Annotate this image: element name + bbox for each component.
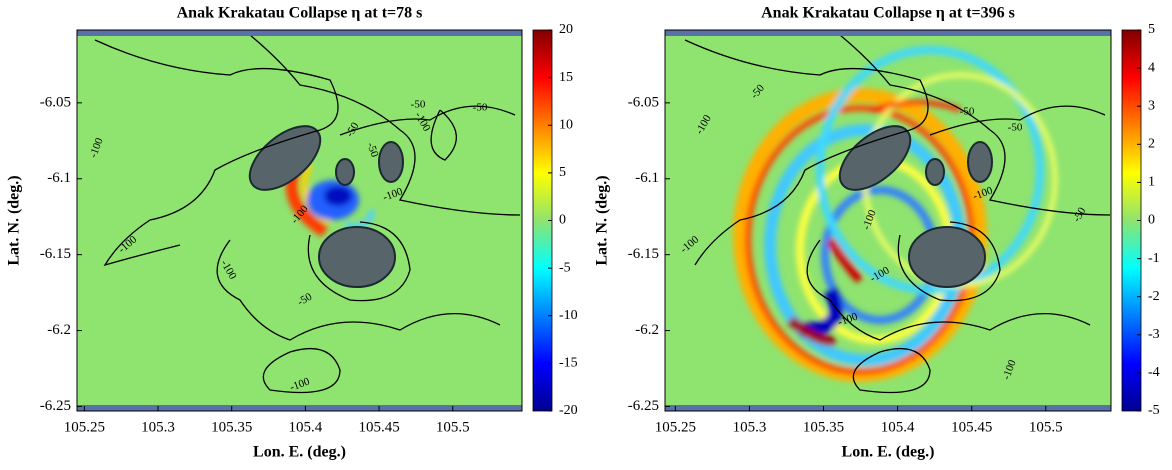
x-tick-label: 105.35 bbox=[211, 419, 252, 435]
colorbar-tick-label: -1 bbox=[1148, 251, 1160, 266]
y-tick-label: -6.15 bbox=[628, 246, 659, 262]
colorbar-tick-label: 5 bbox=[559, 165, 566, 180]
contour-label: -50 bbox=[960, 106, 975, 118]
x-tick-label: 105.5 bbox=[1029, 419, 1063, 435]
field bbox=[665, 30, 1111, 411]
x-axis-label: Lon. E. (deg.) bbox=[253, 444, 346, 461]
y-tick-label: -6.25 bbox=[628, 398, 659, 414]
y-tick-label: -6.2 bbox=[635, 322, 659, 338]
y-axis-label: Lat. N. (deg.) bbox=[594, 175, 611, 265]
colorbar-tick-label: 20 bbox=[559, 22, 573, 37]
x-axis-label: Lon. E. (deg.) bbox=[842, 444, 935, 461]
plot-frame bbox=[664, 29, 1112, 412]
contour-label: -50 bbox=[364, 141, 380, 159]
colorbar-tick-label: -2 bbox=[1148, 289, 1160, 304]
y-tick-label: -6.1 bbox=[47, 170, 71, 186]
colorbar-tick-label: 5 bbox=[1148, 22, 1155, 37]
colorbar-tick-label: 2 bbox=[1148, 137, 1155, 152]
colorbar-tick-label: 4 bbox=[1148, 60, 1155, 75]
x-tick-label: 105.25 bbox=[655, 419, 696, 435]
x-tick-label: 105.3 bbox=[141, 419, 175, 435]
x-tick-label: 105.5 bbox=[436, 419, 470, 435]
colorbar-tick-label: -5 bbox=[559, 260, 571, 275]
y-tick-label: -6.2 bbox=[47, 322, 71, 338]
colorbar-tick-label: -4 bbox=[1148, 365, 1160, 380]
x-tick-label: 105.4 bbox=[881, 419, 915, 435]
field bbox=[77, 30, 522, 411]
x-tick-label: 105.45 bbox=[951, 419, 992, 435]
contour-label: -50 bbox=[473, 102, 488, 114]
colorbar-tick-label: 1 bbox=[1148, 175, 1155, 190]
colorbar-tick-label: 0 bbox=[1148, 213, 1155, 228]
colorbar-tick-label: 0 bbox=[559, 213, 566, 228]
colorbar-tick-label: 3 bbox=[1148, 98, 1155, 113]
colorbar-tick-label: -10 bbox=[559, 308, 578, 323]
chart-title: Anak Krakatau Collapse η at t=396 s bbox=[761, 5, 1015, 22]
plot-frame bbox=[76, 29, 523, 412]
y-tick-label: -6.15 bbox=[40, 246, 71, 262]
x-tick-label: 105.3 bbox=[733, 419, 767, 435]
y-tick-label: -6.1 bbox=[635, 170, 659, 186]
colorbar-tick-label: 10 bbox=[559, 117, 573, 132]
colorbar-tick-label: -15 bbox=[559, 356, 578, 371]
colorbar-tick-label: -3 bbox=[1148, 327, 1160, 342]
y-tick-label: -6.05 bbox=[40, 94, 71, 110]
colorbar-tick-label: 15 bbox=[559, 70, 573, 85]
x-tick-label: 105.35 bbox=[803, 419, 844, 435]
contour-label: -50 bbox=[1008, 122, 1023, 134]
colorbar-tick-label: -5 bbox=[1148, 403, 1160, 418]
x-tick-label: 105.4 bbox=[289, 419, 323, 435]
chart-title: Anak Krakatau Collapse η at t=78 s bbox=[177, 5, 423, 22]
x-tick-label: 105.45 bbox=[358, 419, 399, 435]
x-tick-label: 105.25 bbox=[64, 419, 105, 435]
y-axis-label: Lat. N. (deg.) bbox=[6, 175, 23, 265]
y-tick-label: -6.05 bbox=[628, 94, 659, 110]
contour-label: -50 bbox=[411, 99, 426, 111]
y-tick-label: -6.25 bbox=[40, 398, 71, 414]
colorbar-tick-label: -20 bbox=[559, 403, 578, 418]
